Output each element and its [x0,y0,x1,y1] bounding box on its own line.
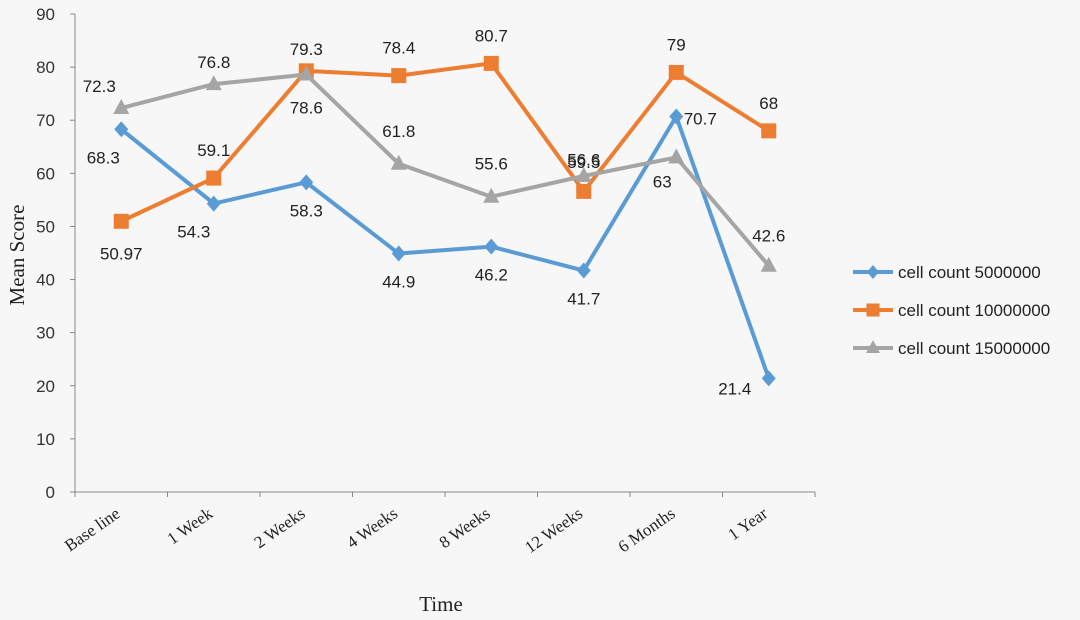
y-tick-label: 10 [36,430,55,449]
series-line [120,61,770,224]
data-point [761,370,776,387]
y-tick-label: 60 [36,164,55,183]
data-label: 76.8 [197,53,230,72]
y-tick-label: 20 [36,377,55,396]
x-tick-label: Base line [61,504,123,556]
data-point [391,68,407,84]
data-label: 21.4 [718,379,751,398]
data-labels: 68.3 54.3 58.3 44.9 46.2 41.7 70.7 21.4 50.97 59.… [83,26,786,398]
data-point [760,256,777,272]
data-point [113,99,130,115]
data-point [114,121,129,138]
data-label: 50.97 [100,244,143,263]
data-label: 80.7 [475,26,508,45]
x-tick-label: 1 Week [164,503,217,548]
legend-marker [866,340,880,353]
x-axis: Base line 1 Week 2 Weeks 4 Weeks 8 Weeks 12 W… [61,491,816,557]
data-label: 72.3 [83,77,116,96]
data-label: 78.4 [382,39,415,58]
series-3 [113,65,777,272]
data-label: 56.6 [567,150,600,169]
data-label: 78.6 [290,99,323,118]
y-tick-label: 70 [36,111,55,130]
data-label: 79.3 [290,40,323,59]
data-label: 54.3 [177,223,210,242]
data-point [113,213,129,229]
data-label: 42.6 [752,227,785,246]
data-label: 63 [653,172,672,191]
data-point [761,123,777,139]
data-point [668,64,684,80]
legend-label: cell count 15000000 [898,339,1050,358]
y-tick-label: 90 [36,5,55,24]
data-point [668,148,685,164]
data-point [390,154,407,170]
data-label: 68.3 [87,148,120,167]
data-label: 44.9 [382,273,415,292]
data-label: 79 [667,35,686,54]
data-label: 55.6 [475,155,508,174]
data-label: 46.2 [475,266,508,285]
x-tick-label: 1 Year [725,504,772,545]
series-lines [113,55,777,387]
x-axis-title: Time [419,592,463,616]
y-tick-label: 80 [36,58,55,77]
x-tick-label: 12 Weeks [521,504,586,557]
data-label: 58.3 [290,201,323,220]
y-tick-label: 50 [36,217,55,236]
data-point [575,166,592,182]
legend-item-3: cell count 15000000 [853,339,1050,358]
data-label: 59.1 [197,141,230,160]
data-label: 70.7 [684,110,717,129]
series-line [120,72,771,268]
data-label: 61.8 [382,122,415,141]
data-point [205,75,222,91]
legend: cell count 5000000 cell count 10000000 cel… [853,263,1050,358]
y-tick-label: 30 [36,324,55,343]
y-tick-label: 0 [46,483,55,502]
legend-marker [866,303,880,317]
data-point [391,245,406,262]
data-point [483,55,499,71]
series-line [119,114,771,380]
y-axis-title: Mean Score [5,205,29,306]
legend-marker [867,265,879,279]
x-tick-label: 8 Weeks [436,504,494,552]
data-label: 59.5 [567,153,600,172]
legend-item-1: cell count 5000000 [853,263,1041,282]
data-point [669,108,684,125]
legend-label: cell count 5000000 [898,263,1041,282]
data-point [206,195,221,212]
legend-label: cell count 10000000 [898,301,1050,320]
data-point [298,65,315,81]
y-tick-label: 40 [36,271,55,290]
data-point [484,238,499,255]
y-axis: 0 10 20 30 40 50 60 70 80 90 [36,5,76,502]
data-label: 68 [759,94,778,113]
data-point [483,187,500,203]
data-label: 41.7 [567,290,600,309]
data-point [206,170,222,186]
x-tick-label: 2 Weeks [251,504,309,552]
x-tick-label: 4 Weeks [343,504,401,552]
x-tick-label: 6 Months [615,504,679,557]
data-point [299,174,314,191]
data-point [576,183,592,199]
data-point [576,262,591,279]
legend-item-2: cell count 10000000 [853,301,1050,320]
series-1 [114,108,776,387]
